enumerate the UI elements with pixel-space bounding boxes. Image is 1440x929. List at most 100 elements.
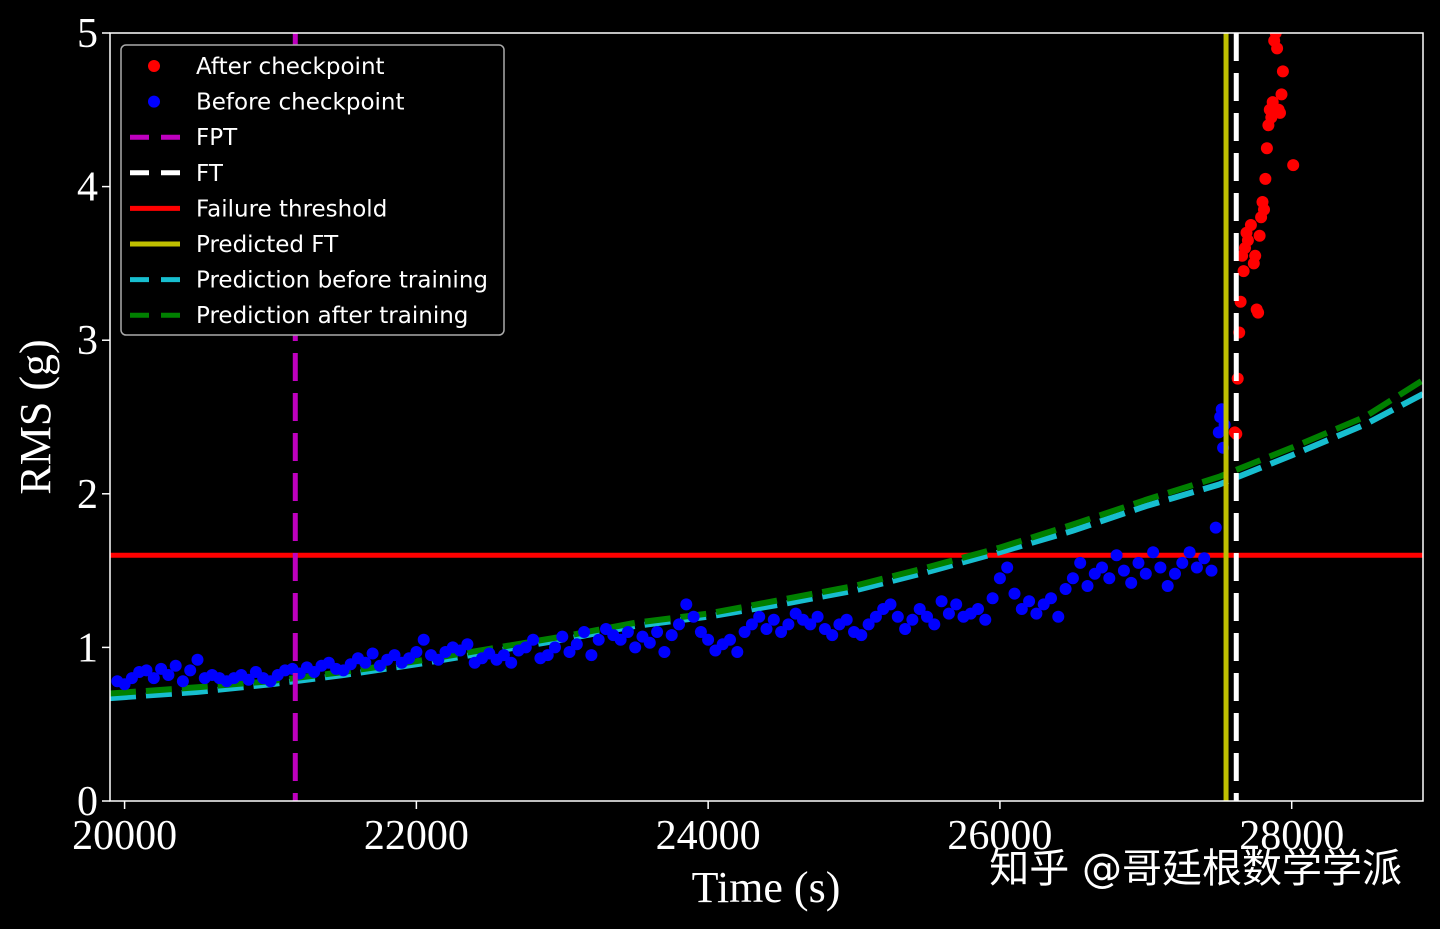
before-checkpoint-point [585,649,598,662]
after-checkpoint-point [1258,203,1270,216]
before-checkpoint-point [1147,546,1160,559]
before-checkpoint-point [935,595,948,608]
before-checkpoint-point [461,638,474,651]
before-checkpoint-point [913,603,926,615]
before-checkpoint-point [505,656,518,669]
after-checkpoint-point [1274,106,1286,119]
before-checkpoint-point [1066,572,1079,585]
before-checkpoint-point [993,572,1006,585]
before-checkpoint-point [1081,580,1094,592]
before-checkpoint-point [1117,564,1130,577]
before-checkpoint-point [359,656,372,669]
after-checkpoint-point [1259,172,1272,185]
y-axis-label: RMS (g) [11,339,60,494]
after-checkpoint-point [1241,234,1254,247]
x-axis-label: Time (s) [692,863,841,912]
before-checkpoint-point [775,626,788,638]
before-checkpoint-point [745,618,758,631]
legend-label: Prediction after training [196,303,468,329]
before-checkpoint-point [658,646,671,658]
legend-label: After checkpoint [196,54,385,80]
legend-label: Before checkpoint [196,90,405,116]
before-checkpoint-point [417,633,430,646]
before-checkpoint-point [694,626,707,638]
legend-label: FT [196,161,224,187]
x-tick-label: 26000 [947,813,1052,859]
legend-box [120,44,505,336]
before-checkpoint-point [432,653,445,666]
before-checkpoint-point [1096,561,1108,574]
before-checkpoint-point [738,626,751,638]
y-tick-label: 1 [77,625,98,671]
watermark: 知乎 @哥廷根数学学派 [989,846,1402,892]
before-checkpoint-point [1198,552,1211,565]
before-checkpoint-point [184,664,197,677]
before-checkpoint-point [986,592,999,605]
before-checkpoint-point [541,649,554,662]
before-checkpoint-point [1110,549,1123,562]
before-checkpoint-point [556,630,569,643]
before-checkpoint-point [497,649,510,662]
before-checkpoint-point [979,613,992,626]
before-checkpoint-point [1015,603,1028,615]
before-checkpoint-point [651,626,664,638]
legend-label: FPT [196,125,238,151]
before-checkpoint-point [760,623,773,635]
before-checkpoint-point [680,598,693,611]
before-checkpoint-point [942,607,955,620]
after-checkpoint-point [1249,249,1262,262]
y-axis: 0 1 2 3 4 5 [77,11,110,825]
before-checkpoint-point [826,629,839,642]
after-checkpoint-point [1260,142,1273,155]
legend-label: Predicted FT [196,232,339,258]
before-checkpoint-point [891,610,904,623]
before-checkpoint-point [1190,561,1203,574]
x-tick-label: 28000 [1239,813,1344,859]
before-checkpoint-point [176,675,189,688]
before-checkpoint-point [731,646,744,658]
before-checkpoint-point [1052,610,1065,623]
before-checkpoint-point [767,613,780,626]
before-checkpoint-point [519,641,532,654]
before-checkpoint-point [972,603,984,615]
before-checkpoint-point [1059,583,1072,595]
before-checkpoint-point [811,610,824,623]
before-checkpoint-point [840,613,853,626]
before-checkpoint-point [570,638,583,651]
before-checkpoint-point [1183,546,1196,559]
before-checkpoint-point [592,633,605,646]
before-checkpoint-point [804,618,817,631]
after-checkpoint-point [1252,306,1265,319]
legend: After checkpoint Before checkpoint FPT FT Fa… [120,44,505,336]
before-checkpoint-point [1023,595,1036,608]
before-checkpoint-point [162,669,175,681]
before-checkpoint-point [1074,556,1087,569]
x-tick-label: 22000 [364,813,469,859]
before-checkpoint-point [1008,587,1021,600]
y-tick-label: 0 [77,779,98,825]
after-checkpoint-point [1271,42,1284,55]
x-axis: 20000 22000 24000 26000 28000 [72,801,1344,859]
before-checkpoint-point [629,641,642,654]
before-checkpoint-point [614,633,627,646]
before-checkpoint-point [621,626,634,638]
after-checkpoint-point [1237,265,1250,278]
before-checkpoint-point [191,653,204,666]
before-checkpoint-point [687,610,700,623]
before-checkpoint-point [950,598,963,611]
before-checkpoint-point [782,618,795,631]
after-checkpoint-point [1276,65,1289,78]
before-checkpoint-point [140,664,153,677]
before-checkpoint-point [1132,556,1145,569]
before-checkpoint-point [1169,567,1181,580]
before-checkpoint-point [1139,567,1152,580]
after-checkpoint-point [1269,33,1282,39]
before-checkpoint-point [753,610,766,623]
y-tick-label: 2 [77,472,98,518]
y-tick-label: 5 [77,11,98,57]
before-checkpoint-point [1125,576,1138,589]
before-checkpoint-point [1154,561,1167,574]
before-checkpoint-point [1045,592,1057,605]
before-checkpoint-point [921,610,933,623]
